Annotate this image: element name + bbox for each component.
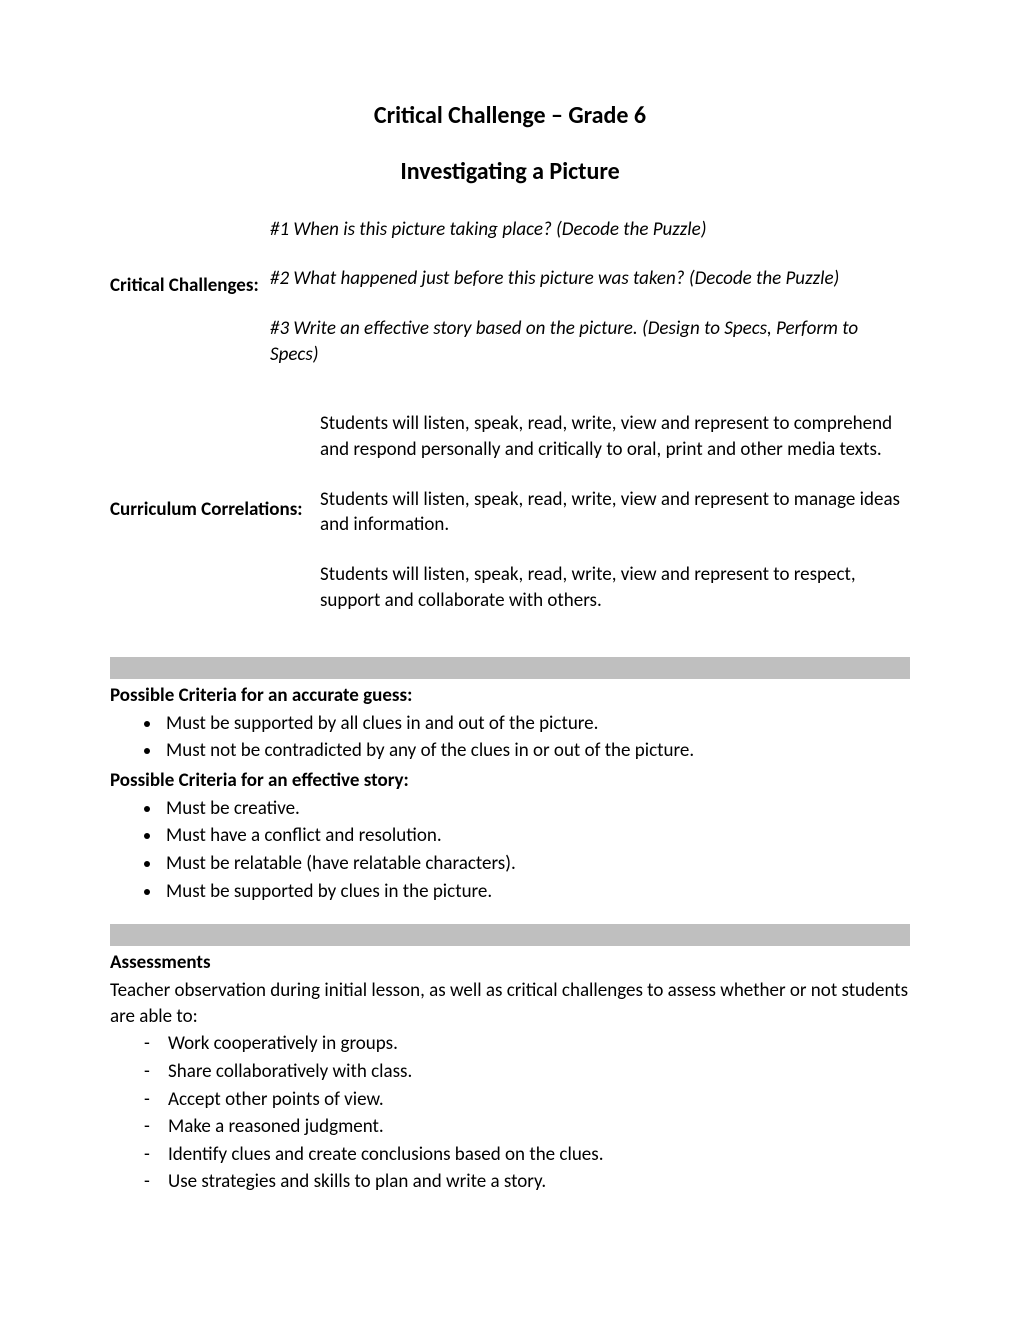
criteria-guess-list: Must be supported by all clues in and ou…: [110, 711, 910, 764]
list-item: Must be supported by clues in the pictur…: [162, 879, 910, 905]
list-item: Make a reasoned judgment.: [144, 1114, 910, 1140]
assessments-intro: Teacher observation during initial lesso…: [110, 978, 910, 1029]
page-subtitle: Investigating a Picture: [110, 156, 910, 188]
list-item: Share collaboratively with class.: [144, 1059, 910, 1085]
list-item: Must be supported by all clues in and ou…: [162, 711, 910, 737]
list-item: Must have a conflict and resolution.: [162, 823, 910, 849]
critical-challenges-label: Critical Challenges:: [110, 217, 270, 392]
assessments-list: Work cooperatively in groups. Share coll…: [110, 1031, 910, 1195]
divider-bar: [110, 924, 910, 946]
critical-challenges-content: #1 When is this picture taking place? (D…: [270, 217, 910, 392]
divider-bar: [110, 657, 910, 679]
criteria-guess-header: Possible Criteria for an accurate guess:: [110, 683, 910, 709]
curriculum-content: Students will listen, speak, read, write…: [320, 411, 910, 637]
curriculum-item: Students will listen, speak, read, write…: [320, 487, 910, 538]
curriculum-item: Students will listen, speak, read, write…: [320, 562, 910, 613]
challenge-item: #3 Write an effective story based on the…: [270, 316, 910, 367]
list-item: Identify clues and create conclusions ba…: [144, 1142, 910, 1168]
list-item: Use strategies and skills to plan and wr…: [144, 1169, 910, 1195]
challenge-item: #2 What happened just before this pictur…: [270, 266, 910, 292]
critical-challenges-section: Critical Challenges: #1 When is this pic…: [110, 217, 910, 392]
criteria-story-list: Must be creative. Must have a conflict a…: [110, 796, 910, 905]
assessments-header: Assessments: [110, 950, 910, 976]
page-title: Critical Challenge – Grade 6: [110, 100, 910, 132]
challenge-item: #1 When is this picture taking place? (D…: [270, 217, 910, 243]
list-item: Must be relatable (have relatable charac…: [162, 851, 910, 877]
list-item: Must not be contradicted by any of the c…: [162, 738, 910, 764]
list-item: Must be creative.: [162, 796, 910, 822]
curriculum-label: Curriculum Correlations:: [110, 411, 320, 637]
list-item: Accept other points of view.: [144, 1087, 910, 1113]
curriculum-section: Curriculum Correlations: Students will l…: [110, 411, 910, 637]
criteria-story-header: Possible Criteria for an effective story…: [110, 768, 910, 794]
list-item: Work cooperatively in groups.: [144, 1031, 910, 1057]
curriculum-item: Students will listen, speak, read, write…: [320, 411, 910, 462]
